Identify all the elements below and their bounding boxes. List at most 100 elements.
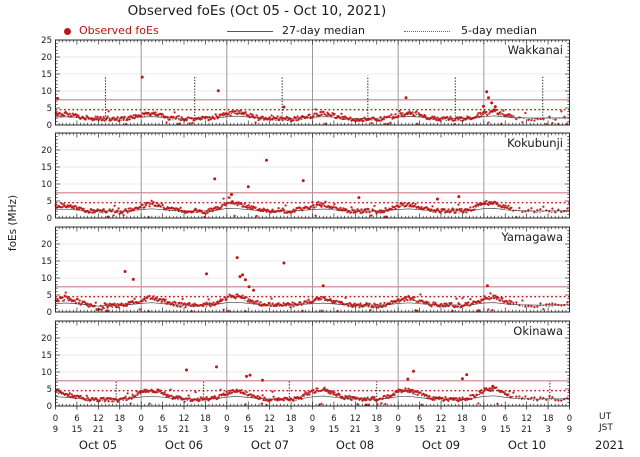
- ut-tick-label: 12: [521, 414, 532, 424]
- observed-dot: [171, 301, 174, 304]
- observed-dot: [146, 201, 149, 204]
- observed-dot: [492, 294, 495, 297]
- observed-dot: [530, 396, 533, 399]
- observed-dot: [307, 391, 310, 394]
- observed-dot: [527, 208, 530, 212]
- observed-dot: [261, 394, 264, 397]
- observed-dot: [431, 303, 434, 306]
- observed-dot: [134, 394, 137, 397]
- observed-dot: [185, 119, 188, 122]
- observed-dot: [554, 303, 557, 306]
- observed-dot: [468, 116, 471, 119]
- observed-dot: [123, 115, 126, 118]
- observed-dot: [397, 114, 400, 117]
- observed-dot: [245, 205, 248, 208]
- observed-dot: [235, 201, 238, 204]
- observed-dot: [91, 396, 94, 400]
- observed-dot: [106, 396, 109, 400]
- day-label: Oct 06: [164, 438, 204, 452]
- observed-dot: [403, 114, 406, 118]
- observed-dot: [533, 396, 536, 399]
- observed-dot: [264, 399, 267, 402]
- observed-dot: [366, 396, 369, 399]
- observed-dot: [349, 302, 352, 305]
- observed-dot: [296, 115, 299, 118]
- observed-dot: [121, 116, 124, 119]
- observed-dot: [468, 304, 471, 307]
- observed-dot: [288, 303, 291, 306]
- y-tick-label: 5: [47, 197, 52, 207]
- observed-outlier-dot: [245, 374, 248, 378]
- observed-dot: [419, 391, 422, 394]
- observed-dot: [333, 391, 336, 394]
- observed-dot: [79, 394, 82, 398]
- observed-dot: [113, 302, 116, 305]
- observed-dot: [398, 205, 401, 208]
- observed-dot: [117, 306, 120, 309]
- observed-dot: [503, 391, 506, 394]
- observed-dot: [341, 209, 344, 212]
- observed-dot: [87, 305, 90, 308]
- observed-dot: [408, 296, 411, 299]
- observed-dot: [211, 209, 214, 213]
- observed-dot: [521, 210, 524, 214]
- observed-dot: [533, 305, 536, 309]
- observed-dot: [128, 209, 131, 213]
- observed-dot: [314, 108, 317, 111]
- observed-dot: [139, 205, 142, 208]
- observed-dot: [208, 115, 211, 119]
- observed-dot: [212, 301, 215, 304]
- observed-dot: [162, 393, 165, 396]
- observed-dot: [419, 293, 422, 296]
- observed-dot: [384, 122, 387, 126]
- panel-border-wakkanai: [55, 39, 570, 126]
- ut-tick-label: 0: [481, 414, 486, 424]
- observed-dot: [300, 303, 303, 306]
- ut-tick-label: 0: [395, 414, 400, 424]
- observed-dot: [401, 112, 404, 115]
- observed-dot: [172, 304, 175, 307]
- observed-dot: [164, 393, 167, 396]
- observed-dot: [335, 206, 338, 209]
- observed-dot: [133, 117, 136, 120]
- observed-dot: [88, 210, 91, 214]
- observed-outlier-dot: [131, 277, 135, 281]
- observed-dot: [491, 308, 494, 312]
- observed-dot: [82, 207, 85, 210]
- observed-dot: [434, 210, 437, 214]
- y-tick-label: 15: [41, 70, 52, 80]
- observed-dot: [306, 301, 309, 305]
- observed-dot: [142, 390, 145, 393]
- observed-dot: [159, 389, 162, 392]
- observed-dot: [243, 202, 246, 205]
- observed-outlier-dot: [123, 270, 127, 273]
- observed-dot: [338, 208, 341, 212]
- observed-dot: [168, 301, 171, 304]
- observed-dot: [518, 206, 521, 210]
- observed-dot: [246, 300, 249, 303]
- observed-dot: [368, 302, 371, 305]
- observed-dot: [234, 110, 237, 113]
- observed-dot: [251, 113, 254, 116]
- jst-tick-label: 3: [545, 425, 550, 435]
- observed-dot: [499, 299, 502, 302]
- observed-dot: [489, 292, 492, 295]
- observed-dot: [415, 110, 418, 113]
- observed-dot: [247, 204, 250, 207]
- observed-dot: [100, 308, 103, 311]
- observed-dot: [65, 206, 68, 209]
- observed-dot: [299, 117, 302, 120]
- observed-dot: [61, 296, 64, 299]
- observed-dot: [173, 111, 176, 114]
- observed-dot: [271, 302, 274, 305]
- jst-unit-label: JST: [599, 423, 613, 433]
- observed-dot: [207, 119, 210, 122]
- panel-border-yamagawa: [55, 226, 570, 313]
- observed-dot: [527, 118, 530, 122]
- observed-dot: [89, 399, 92, 402]
- observed-dot: [515, 395, 518, 398]
- ut-tick-label: 18: [114, 414, 125, 424]
- observed-dot: [154, 204, 157, 207]
- observed-dot: [400, 114, 403, 117]
- observed-dot: [524, 111, 527, 115]
